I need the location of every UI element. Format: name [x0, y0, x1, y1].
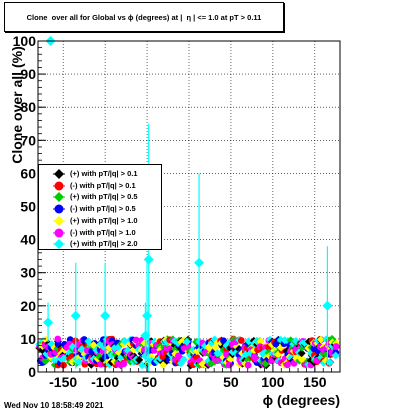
x-axis-label: ϕ (degrees)	[262, 392, 340, 408]
legend-entry: (-) with pT/|q| > 0.1	[39, 180, 161, 192]
legend-marker	[53, 204, 65, 214]
chart-title-box: Clone over all for Global vs ϕ (degrees)…	[4, 2, 284, 32]
data-point	[100, 310, 111, 321]
data-point	[70, 310, 81, 321]
data-point	[250, 346, 259, 355]
chart-title: Clone over all for Global vs ϕ (degrees)…	[26, 12, 262, 22]
legend-marker	[53, 228, 65, 237]
data-point	[41, 357, 50, 366]
data-point	[194, 257, 205, 268]
y-axis-label: Clone over all (%)	[9, 46, 25, 164]
legend-symbol	[54, 239, 64, 250]
data-point	[182, 337, 191, 346]
legend-symbol	[54, 228, 64, 237]
legend-entry: (+) with pT/|q| > 1.0	[39, 215, 161, 227]
x-tick-label: 150	[303, 374, 327, 390]
data-point	[244, 361, 252, 369]
data-point	[284, 361, 291, 369]
legend-symbol	[54, 169, 64, 179]
legend-symbol	[54, 181, 64, 191]
y-tick-label: 60	[20, 165, 36, 181]
legend-entry: (-) with pT/|q| > 0.5	[39, 203, 161, 215]
legend-label: (-) with pT/|q| > 0.1	[70, 180, 136, 190]
data-point	[132, 336, 140, 344]
timestamp: Wed Nov 10 18:58:49 2021	[4, 401, 104, 410]
legend-marker	[53, 181, 65, 191]
data-point	[120, 360, 128, 368]
y-tick-label: 10	[20, 331, 36, 347]
y-tick-label: 100	[13, 33, 37, 49]
legend-label: (+) with pT/|q| > 1.0	[70, 215, 138, 225]
data-point	[237, 337, 245, 344]
legend-marker	[53, 169, 65, 179]
legend-label: (-) with pT/|q| > 0.5	[70, 204, 136, 214]
x-tick-label: -100	[91, 374, 119, 390]
data-point	[322, 300, 333, 311]
data-point	[54, 335, 62, 343]
data-point	[225, 361, 233, 369]
legend-marker	[53, 239, 65, 250]
legend-symbol	[54, 192, 64, 203]
legend-entry: (-) with pT/|q| > 1.0	[39, 227, 161, 239]
x-tick-label: 0	[185, 374, 193, 390]
legend-entry: (+) with pT/|q| > 2.0	[39, 238, 161, 250]
legend-entry: (+) with pT/|q| > 0.5	[39, 191, 161, 203]
y-tick-label: 90	[20, 66, 36, 82]
x-tick-label: -50	[137, 374, 157, 390]
legend-symbol	[54, 204, 64, 214]
points-layer	[43, 36, 333, 341]
legend-label: (+) with pT/|q| > 2.0	[70, 239, 138, 249]
data-point	[256, 337, 265, 346]
data-point	[179, 355, 188, 364]
data-point	[135, 355, 144, 364]
legend-label: (+) with pT/|q| > 0.5	[70, 192, 138, 202]
y-tick-label: 50	[20, 199, 36, 215]
data-point	[74, 357, 83, 366]
y-tick-label: 30	[20, 265, 36, 281]
y-tick-label: 80	[20, 99, 36, 115]
x-tick-label: 50	[223, 374, 239, 390]
data-point	[120, 336, 129, 345]
data-point	[142, 310, 153, 321]
data-point	[77, 345, 86, 354]
data-point	[332, 343, 340, 350]
y-tick-label: 0	[28, 364, 36, 380]
data-point	[143, 254, 154, 265]
data-point	[316, 335, 325, 344]
legend-marker	[53, 215, 65, 226]
data-point	[331, 351, 340, 360]
legend-symbol	[54, 215, 64, 226]
legend-entry: (+) with pT/|q| > 0.1	[39, 168, 161, 180]
data-point	[220, 337, 227, 345]
data-point	[140, 330, 151, 341]
x-tick-label: -150	[49, 374, 77, 390]
legend-label: (+) with pT/|q| > 0.1	[70, 169, 138, 178]
legend-label: (-) with pT/|q| > 1.0	[70, 227, 136, 237]
legend-marker	[53, 192, 65, 203]
x-tick-label: 100	[261, 374, 285, 390]
legend: (+) with pT/|q| > 0.1 (-) with pT/|q| > 0…	[38, 164, 162, 250]
dense-points-layer	[35, 334, 341, 370]
data-point	[297, 349, 306, 358]
y-tick-label: 70	[20, 132, 36, 148]
data-point	[43, 317, 54, 328]
y-tick-label: 20	[20, 298, 36, 314]
tick-labels: 0 10 20 30 40 50 60 70 80 90 100 -150 -100 -50 0 50 100 1…	[13, 33, 327, 390]
y-tick-label: 40	[20, 232, 36, 248]
